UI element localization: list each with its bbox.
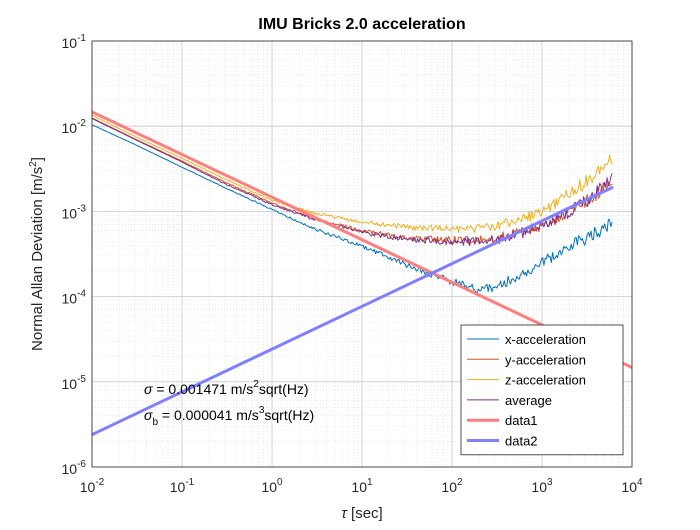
legend-entry: y-acceleration: [505, 352, 586, 367]
legend-entry: data2: [505, 434, 538, 449]
legend: x-acceleration y-acceleration z-accelerati…: [460, 324, 624, 456]
series-line-average: [92, 118, 613, 246]
x-tick-label: 103: [531, 477, 553, 495]
y-tick-label: 10-5: [62, 374, 87, 392]
x-tick-label: 100: [261, 477, 283, 495]
legend-entry: average: [505, 393, 552, 408]
y-tick-label: 10-6: [62, 459, 87, 477]
series-line-x-acceleration: [92, 124, 613, 294]
legend-entry: x-acceleration: [505, 332, 586, 347]
annotation-text: σ = 0.001471 m/s2sqrt(Hz): [144, 379, 309, 397]
x-tick-label: 102: [441, 477, 463, 495]
y-tick-label: 10-4: [62, 289, 87, 307]
x-axis-label: τ [sec]: [341, 505, 382, 522]
y-tick-label: 10-2: [62, 118, 87, 136]
y-tick-label: 10-1: [62, 33, 87, 51]
x-tick-label: 10-2: [80, 477, 105, 495]
annotation-text: σb = 0.000041 m/s3sqrt(Hz): [144, 405, 314, 428]
series-line-data2: [92, 186, 614, 437]
series-line-z-acceleration: [92, 114, 613, 233]
chart-title: IMU Bricks 2.0 acceleration: [258, 16, 465, 33]
x-tick-label: 101: [351, 477, 373, 495]
plot-frame: [91, 40, 633, 468]
legend-entry: data1: [505, 413, 538, 428]
y-axis-label: Normal Allan Deviation [m/s2]: [28, 157, 46, 351]
y-tick-label: 10-3: [62, 203, 87, 221]
series-line-y-acceleration: [92, 117, 613, 245]
tick-labels: 10-2 10-1 100 101 102 103 104 10-6 10-5 10-4 10-3 1…: [62, 33, 643, 495]
legend-box: [460, 324, 624, 456]
annotations: σ = 0.001471 m/s2sqrt(Hz) σb = 0.000041 m…: [144, 379, 314, 428]
x-tick-label: 10-1: [170, 477, 195, 495]
x-tick-label: 104: [621, 477, 643, 495]
legend-entry: z-acceleration: [505, 373, 586, 388]
